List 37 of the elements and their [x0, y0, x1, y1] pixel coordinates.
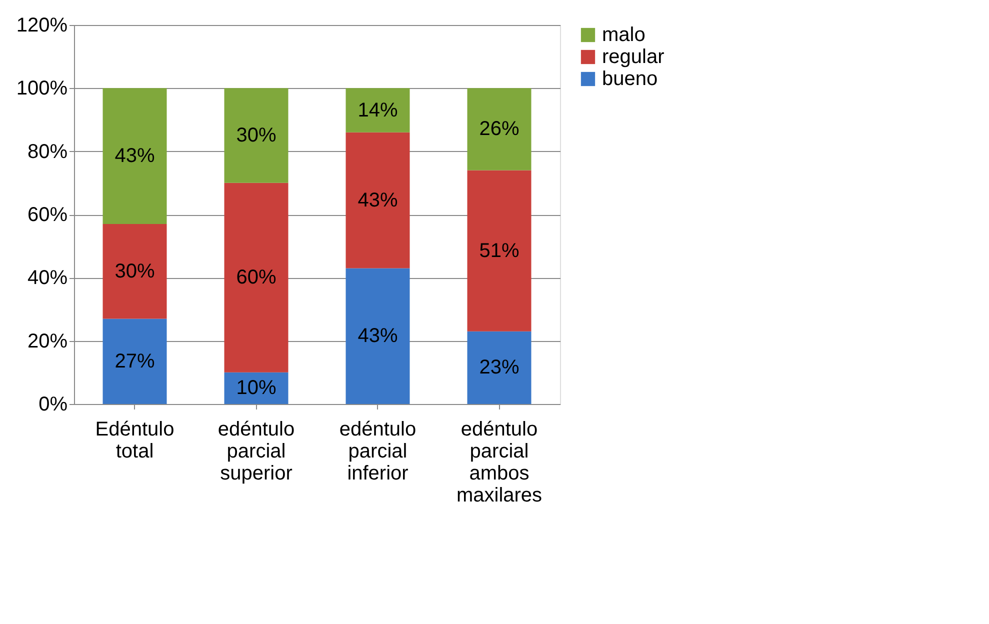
- data-label: 27%: [114, 350, 155, 372]
- legend-label: bueno: [602, 68, 658, 90]
- data-label: 14%: [358, 99, 398, 122]
- data-label: 51%: [479, 240, 520, 262]
- bar: [467, 170, 532, 332]
- bar: [346, 268, 410, 404]
- data-label: 43%: [358, 325, 398, 348]
- x-tick-label: edéntulo parcial superior: [218, 418, 295, 484]
- x-tick-label: edéntulo parcial inferior: [339, 418, 416, 484]
- bar: [346, 132, 410, 268]
- data-label: 30%: [114, 260, 155, 282]
- y-tick-label: 40%: [27, 267, 68, 290]
- y-tick-label: 60%: [27, 204, 68, 226]
- legend-label: regular: [602, 46, 665, 68]
- bar: [346, 88, 410, 132]
- x-tick-label: edéntulo parcial ambos maxilares: [456, 418, 542, 506]
- bar: [102, 224, 167, 319]
- data-label: 30%: [236, 124, 276, 147]
- bar: [467, 331, 532, 404]
- bar: [467, 88, 532, 170]
- data-label: 43%: [358, 189, 398, 212]
- y-tick-label: 80%: [27, 140, 68, 163]
- bar: [224, 88, 288, 183]
- y-tick-label: 0%: [38, 394, 68, 416]
- data-label: 43%: [114, 145, 155, 168]
- bar: [102, 88, 167, 224]
- bar: [102, 318, 167, 404]
- data-label: 26%: [479, 118, 520, 140]
- data-label: 60%: [236, 266, 276, 289]
- y-tick-label: 20%: [27, 330, 68, 352]
- data-label: 23%: [479, 356, 520, 379]
- legend-label: malo: [602, 24, 646, 46]
- y-tick-label: 100%: [16, 78, 68, 100]
- bar: [224, 182, 288, 372]
- data-label: 10%: [236, 377, 276, 400]
- y-tick-label: 120%: [16, 14, 68, 36]
- x-tick-label: Edéntulo total: [95, 418, 174, 462]
